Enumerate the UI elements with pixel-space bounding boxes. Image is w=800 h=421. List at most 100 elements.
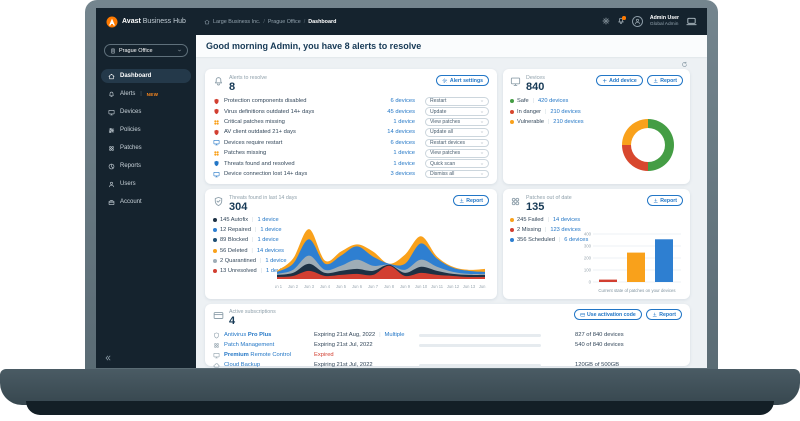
alert-devices-link[interactable]: 6 devices xyxy=(390,139,416,146)
legend-devices-link[interactable]: 1 device xyxy=(257,237,279,244)
subscription-row: Cloud Backup Expiring 21st Jul, 2022 120GB… xyxy=(213,360,682,368)
alert-label: Protection components disabled xyxy=(224,98,307,105)
threats-report-button[interactable]: Report xyxy=(452,195,489,206)
legend-devices-link[interactable]: 1 device xyxy=(257,217,279,224)
alert-action-select[interactable]: Restart devices xyxy=(425,138,489,148)
avatar[interactable] xyxy=(631,15,643,27)
subscription-name[interactable]: Premium Remote Control xyxy=(224,352,292,359)
devices-report-label: Report xyxy=(660,77,677,84)
sidebar-item-users[interactable]: Users xyxy=(101,177,191,191)
legend-devices-link[interactable]: 1 device xyxy=(260,227,282,234)
chevron-down-icon xyxy=(480,172,484,176)
alert-devices-link[interactable]: 1 device xyxy=(393,119,415,126)
subscriptions-list: Antivirus Pro Plus Expiring 21st Aug, 202… xyxy=(213,330,682,368)
card-icon xyxy=(580,312,586,318)
alert-action-label: View patches xyxy=(430,119,461,126)
multiple-link[interactable]: Multiple xyxy=(384,332,405,339)
refresh-icon[interactable] xyxy=(681,61,688,68)
usage-text: 540 of 840 devices xyxy=(575,342,624,349)
expiry-text: Expiring 21st Jul, 2022 xyxy=(314,362,373,368)
breadcrumb-item[interactable]: Large Business Inc. xyxy=(212,18,261,25)
x-axis-label: Jun 14 xyxy=(479,284,487,289)
subscription-name[interactable]: Patch Management xyxy=(224,342,275,349)
alert-action-select[interactable]: Update xyxy=(425,107,489,116)
patches-report-button[interactable]: Report xyxy=(646,195,683,206)
alert-action-select[interactable]: Update all xyxy=(425,128,489,137)
legend-devices-link[interactable]: 123 devices xyxy=(550,227,581,234)
top-bar: Avast Business Hub Large Business Inc. / P… xyxy=(96,8,707,35)
alert-action-select[interactable]: Quick scan xyxy=(425,159,489,168)
sidebar-item-dashboard[interactable]: Dashboard xyxy=(101,69,191,83)
monitor-icon xyxy=(213,139,220,146)
alert-settings-label: Alert settings xyxy=(449,77,483,84)
subscription-row: Premium Remote Control Expired xyxy=(213,350,682,360)
sidebar-item-account[interactable]: Account xyxy=(101,195,191,209)
sidebar-item-reports[interactable]: Reports xyxy=(101,159,191,173)
user-info[interactable]: Admin User Global Admin xyxy=(650,15,679,27)
download-icon xyxy=(459,198,465,204)
download-icon xyxy=(653,78,659,84)
breadcrumb-item[interactable]: Prague Office xyxy=(267,18,301,25)
x-axis-label: Jun 11 xyxy=(431,284,444,289)
alert-devices-link[interactable]: 3 devices xyxy=(390,171,416,178)
alert-devices-link[interactable]: 1 device xyxy=(393,150,415,157)
x-axis-label: Jun 4 xyxy=(320,284,331,289)
use-activation-code-label: Use activation code xyxy=(587,311,636,318)
badge-divider: | xyxy=(140,91,142,97)
subscription-name[interactable]: Antivirus Pro Plus xyxy=(224,332,272,339)
sidebar-item-policies[interactable]: Policies xyxy=(101,123,191,137)
expiry-text: Expired xyxy=(314,352,334,359)
alert-devices-link[interactable]: 1 device xyxy=(393,160,415,167)
legend-item: 56 Deleted | 14 devices xyxy=(213,248,489,254)
legend-devices-link[interactable]: 420 devices xyxy=(538,98,569,105)
legend-devices-link[interactable]: 6 devices xyxy=(564,237,589,244)
add-device-button[interactable]: Add device xyxy=(595,75,643,86)
user-icon xyxy=(108,181,115,188)
x-axis-label: Jun 3 xyxy=(304,284,315,289)
x-axis-label: Jun 7 xyxy=(368,284,379,289)
alert-devices-link[interactable]: 14 devices xyxy=(387,129,415,136)
legend-label: In danger xyxy=(517,108,542,115)
notifications-button[interactable] xyxy=(617,16,626,25)
use-activation-code-button[interactable]: Use activation code xyxy=(573,309,642,320)
alert-action-select[interactable]: Restart xyxy=(425,96,489,106)
sidebar-item-label: Users xyxy=(120,181,136,187)
breadcrumb-item[interactable]: Dashboard xyxy=(308,18,337,25)
sliders-icon xyxy=(108,127,115,134)
legend-item: 13 Unresolved | 1 device xyxy=(213,268,489,274)
alert-settings-button[interactable]: Alert settings xyxy=(436,75,489,86)
devices-report-button[interactable]: Report xyxy=(646,75,683,86)
devices-panel-icon[interactable] xyxy=(686,16,697,27)
subscriptions-report-button[interactable]: Report xyxy=(645,309,682,320)
expiry-text: Expiring 21st Jul, 2022 xyxy=(314,342,373,349)
user-icon xyxy=(634,18,641,25)
sidebar-item-patches[interactable]: Patches xyxy=(101,141,191,155)
sidebar-collapse-button[interactable] xyxy=(104,354,112,362)
subscription-name[interactable]: Cloud Backup xyxy=(224,362,261,368)
legend-devices-link[interactable]: 210 devices xyxy=(553,119,584,126)
alert-action-select[interactable]: View patches xyxy=(425,148,489,158)
sidebar-item-alerts[interactable]: Alerts | NEW xyxy=(101,87,191,101)
shield-icon xyxy=(213,108,220,115)
monitor-icon xyxy=(213,171,220,178)
x-axis-label: Jun 10 xyxy=(415,284,428,289)
legend-devices-link[interactable]: 1 device xyxy=(265,257,287,264)
alert-devices-link[interactable]: 6 devices xyxy=(390,98,416,105)
alert-row: Device connection lost 14+ days 3 devices… xyxy=(213,169,489,179)
legend-devices-link[interactable]: 210 devices xyxy=(550,108,581,115)
legend-devices-link[interactable]: 14 devices xyxy=(256,247,285,254)
patch-icon xyxy=(108,145,115,152)
gear-icon[interactable] xyxy=(602,17,610,25)
org-selector[interactable]: Prague Office xyxy=(104,44,188,57)
legend-devices-link[interactable]: 14 devices xyxy=(552,217,581,224)
brand: Avast Business Hub xyxy=(106,16,186,28)
legend-divider: | xyxy=(260,268,262,275)
alert-devices-link[interactable]: 45 devices xyxy=(387,108,415,115)
alert-action-select[interactable]: Dismiss all xyxy=(425,169,489,179)
x-axis-label: Jun 13 xyxy=(463,284,476,289)
alert-action-select[interactable]: View patches xyxy=(425,117,489,127)
legend-devices-link[interactable]: 1 device xyxy=(266,268,288,275)
threats-count: 304 xyxy=(229,201,248,213)
expiry-divider: | xyxy=(379,332,381,339)
sidebar-item-devices[interactable]: Devices xyxy=(101,105,191,119)
